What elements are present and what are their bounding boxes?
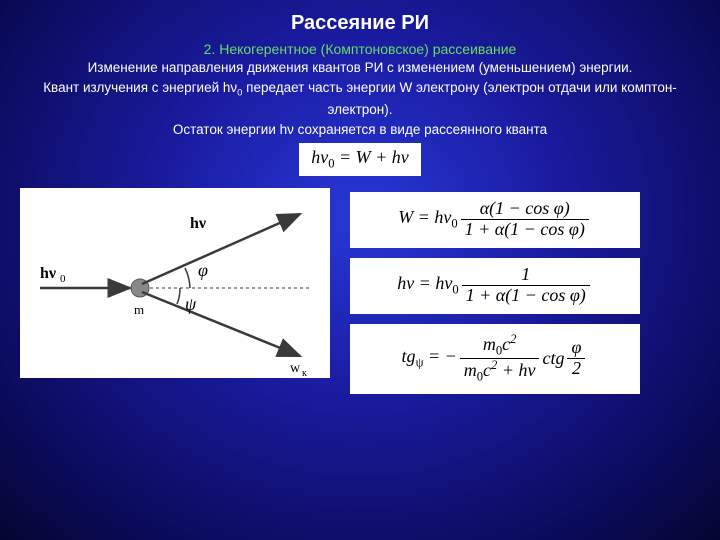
svg-text:m: m (134, 302, 144, 317)
svg-text:hν: hν (190, 215, 206, 232)
svg-text:ψ: ψ (185, 294, 197, 314)
slide-subtitle: 2. Некогерентное (Комптоновское) рассеив… (0, 41, 720, 57)
compton-diagram: hν 0 m hν w к φ ψ (20, 188, 330, 378)
svg-text:к: к (302, 368, 307, 378)
svg-text:w: w (290, 361, 301, 376)
equation-column: W = hν0 α(1 − cos φ) 1 + α(1 − cos φ) hν… (350, 188, 700, 394)
slide-title: Рассеяние РИ (0, 0, 720, 35)
svg-text:φ: φ (198, 260, 208, 280)
svg-text:0: 0 (60, 273, 66, 285)
slide-desc-1: Изменение направления движения квантов Р… (0, 59, 720, 77)
slide-desc-3: Остаток энергии hν сохраняется в виде ра… (0, 121, 720, 139)
svg-text:hν: hν (40, 265, 56, 282)
equation-hv: hν = hν0 1 1 + α(1 − cos φ) (350, 258, 640, 314)
equation-energy-conservation: hν0 = W + hν (299, 143, 421, 176)
equation-W: W = hν0 α(1 − cos φ) 1 + α(1 − cos φ) (350, 192, 640, 248)
equation-tg-psi: tgψ = − m0c2 m0c2 + hν ctg φ 2 (350, 324, 640, 394)
slide-desc-2: Квант излучения с энергией hν0 передает … (0, 79, 720, 119)
